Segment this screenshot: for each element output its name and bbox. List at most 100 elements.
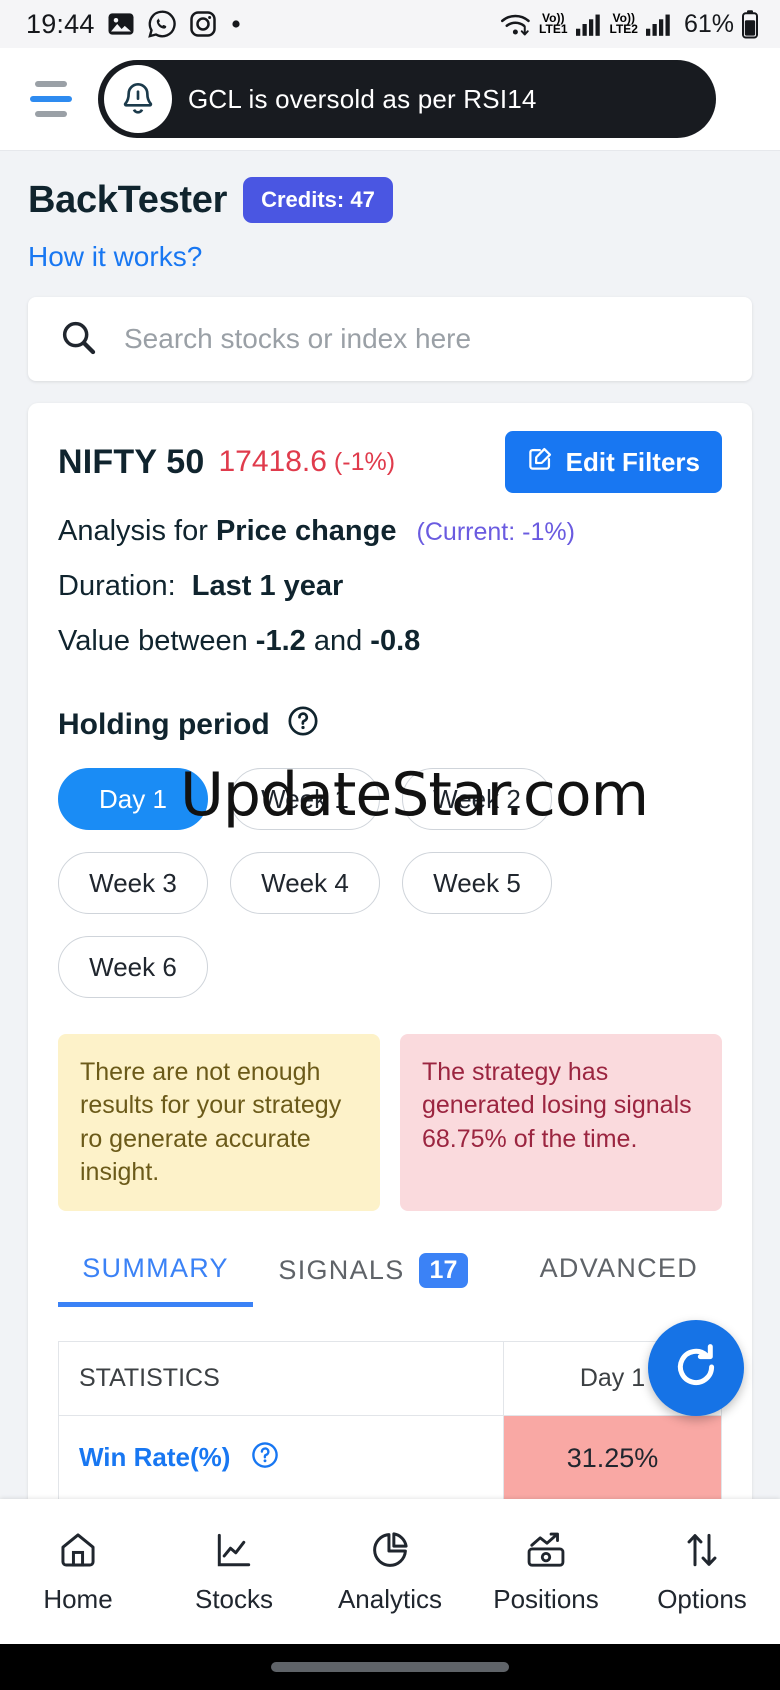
money-trend-icon xyxy=(524,1529,568,1574)
nav-item-home-label: Home xyxy=(43,1583,113,1614)
tab-summary-label: SUMMARY xyxy=(82,1253,229,1283)
result-tabs: SUMMARY SIGNALS 17 ADVANCED xyxy=(58,1247,722,1307)
pie-chart-icon xyxy=(369,1529,411,1574)
statistics-table-head: STATISTICS Day 1 xyxy=(58,1341,722,1416)
holding-period-chips: Day 1 Week 1 Week 2 Week 3 Week 4 Week 5… xyxy=(58,768,722,998)
holding-period-header: Holding period xyxy=(58,704,722,746)
nav-item-options-label: Options xyxy=(657,1583,747,1614)
tab-advanced-label: ADVANCED xyxy=(539,1253,699,1283)
page-title-row: BackTester Credits: 47 xyxy=(0,151,780,223)
sim2-lte: LTE2 xyxy=(609,22,638,36)
tab-signals-label: SIGNALS xyxy=(278,1255,405,1285)
signal-bars-1-icon xyxy=(574,11,604,37)
holding-chip-week-1[interactable]: Week 1 xyxy=(230,768,380,830)
value-high: -0.8 xyxy=(370,625,421,657)
nav-item-stocks-label: Stocks xyxy=(194,1583,274,1614)
bell-icon xyxy=(104,65,172,133)
status-bar-left: 19:44 xyxy=(26,9,243,40)
nav-item-analytics[interactable]: Analytics xyxy=(312,1529,468,1615)
table-header-row: STATISTICS Day 1 xyxy=(58,1341,722,1416)
arrows-up-down-icon xyxy=(681,1529,723,1574)
question-circle-icon[interactable] xyxy=(250,1442,280,1476)
tab-summary[interactable]: SUMMARY xyxy=(58,1247,254,1307)
holding-chip-day-1[interactable]: Day 1 xyxy=(58,768,208,830)
question-circle-icon[interactable] xyxy=(286,704,320,746)
bottom-navigation: Home Stocks Analytics Positions Options xyxy=(0,1499,780,1644)
sim2-label: Vo)) LTE2 xyxy=(609,10,638,36)
search-icon xyxy=(58,317,98,362)
hamburger-line-2 xyxy=(30,96,72,102)
instrument-change: (-1%) xyxy=(333,447,396,476)
sim1-label: Vo)) LTE1 xyxy=(539,10,567,36)
value-low: -1.2 xyxy=(255,625,306,657)
nav-item-positions-label: Positions xyxy=(493,1583,599,1614)
ticker-text: GCL is oversold as per RSI14 xyxy=(188,83,537,114)
analysis-current: (Current: -1%) xyxy=(416,518,575,546)
instagram-icon xyxy=(188,9,218,39)
signal-bars-2-icon xyxy=(644,11,674,37)
analysis-metric: Price change xyxy=(215,515,397,547)
insight-banners: There are not enough results for your st… xyxy=(58,1034,722,1211)
credits-badge[interactable]: Credits: 47 xyxy=(243,177,393,223)
edit-square-icon xyxy=(527,445,554,479)
stat-label-win-rate-text: Win Rate(%) xyxy=(79,1442,231,1472)
page-body: BackTester Credits: 47 How it works? Sea… xyxy=(0,151,780,1690)
photos-icon xyxy=(106,9,136,39)
hamburger-icon[interactable] xyxy=(22,81,80,117)
status-bar-right: Vo)) LTE1 Vo)) LTE2 61% xyxy=(499,9,760,39)
battery-icon xyxy=(740,9,760,39)
line-chart-icon xyxy=(213,1529,255,1574)
column-header-statistics: STATISTICS xyxy=(58,1341,504,1416)
nav-item-stocks[interactable]: Stocks xyxy=(156,1529,312,1615)
refresh-fab-button[interactable] xyxy=(648,1320,744,1416)
gesture-bar[interactable] xyxy=(0,1644,780,1690)
value-range-line: Value between -1.2 and -0.8 xyxy=(58,625,722,658)
wifi-icon xyxy=(499,9,533,39)
holding-chip-week-3[interactable]: Week 3 xyxy=(58,852,208,914)
value-prefix: Value between xyxy=(58,625,248,657)
instrument-price: 17418.6 xyxy=(218,445,327,478)
gesture-handle xyxy=(271,1662,509,1672)
instrument-row: NIFTY 50 17418.6 (-1%) Edit Filters xyxy=(58,431,722,493)
whatsapp-icon xyxy=(147,9,177,39)
backtest-card: NIFTY 50 17418.6 (-1%) Edit Filters Anal… xyxy=(28,403,752,1690)
home-icon xyxy=(57,1529,99,1574)
page-title: BackTester xyxy=(28,178,228,221)
warning-banner: There are not enough results for your st… xyxy=(58,1034,380,1211)
status-bar: 19:44 Vo)) LTE1 xyxy=(0,0,780,48)
search-bar[interactable]: Search stocks or index here xyxy=(28,297,752,381)
how-it-works-link[interactable]: How it works? xyxy=(28,241,203,272)
status-time: 19:44 xyxy=(26,8,95,39)
app-bar: GCL is oversold as per RSI14 xyxy=(0,48,780,151)
nav-item-positions[interactable]: Positions xyxy=(468,1529,624,1615)
holding-chip-week-6[interactable]: Week 6 xyxy=(58,936,208,998)
analysis-line: Analysis for Price change (Current: -1%) xyxy=(58,515,722,548)
holding-chip-week-5[interactable]: Week 5 xyxy=(402,852,552,914)
sim2-vo: Vo)) xyxy=(612,10,635,25)
tab-advanced[interactable]: ADVANCED xyxy=(516,1247,722,1302)
tab-signals[interactable]: SIGNALS 17 xyxy=(271,1247,476,1306)
nav-item-options[interactable]: Options xyxy=(624,1529,780,1615)
value-mid: and xyxy=(313,625,363,657)
stat-label-win-rate[interactable]: Win Rate(%) xyxy=(58,1415,504,1502)
edit-filters-label: Edit Filters xyxy=(565,446,700,477)
stat-value-win-rate: 31.25% xyxy=(503,1415,722,1502)
edit-filters-button[interactable]: Edit Filters xyxy=(504,431,722,493)
battery-percent: 61% xyxy=(683,9,734,38)
nav-item-home[interactable]: Home xyxy=(0,1529,156,1615)
hamburger-line-1 xyxy=(35,81,67,87)
hamburger-line-3 xyxy=(35,111,67,117)
duration-line: Duration: Last 1 year xyxy=(58,570,722,603)
danger-banner: The strategy has generated losing signal… xyxy=(400,1034,722,1211)
holding-chip-week-2[interactable]: Week 2 xyxy=(402,768,552,830)
sim1-vo: Vo)) xyxy=(542,10,565,25)
instrument-symbol: NIFTY 50 xyxy=(58,442,205,481)
tab-signals-badge: 17 xyxy=(418,1253,469,1288)
analysis-prefix: Analysis for xyxy=(58,515,208,547)
alert-ticker[interactable]: GCL is oversold as per RSI14 xyxy=(98,60,716,138)
refresh-icon xyxy=(670,1341,722,1396)
search-input[interactable]: Search stocks or index here xyxy=(124,323,472,354)
holding-chip-week-4[interactable]: Week 4 xyxy=(230,852,380,914)
nav-item-analytics-label: Analytics xyxy=(337,1583,443,1614)
